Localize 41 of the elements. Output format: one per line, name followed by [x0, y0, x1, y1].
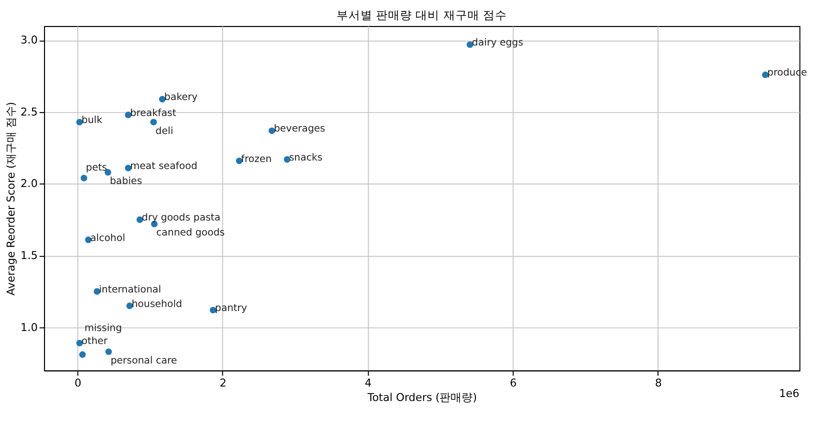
annotation: pets [86, 162, 108, 174]
annotation: meat seafood [130, 161, 198, 172]
x-tick-label: 4 [364, 376, 372, 390]
point [105, 348, 112, 355]
chart-title: 부서별 판매량 대비 재구매 점수 [336, 8, 508, 22]
annotation: breakfast [130, 108, 176, 119]
annotation: household [132, 298, 182, 310]
x-tick-label: 8 [654, 376, 662, 390]
annotation: missing [84, 323, 122, 334]
annotation: international [98, 284, 162, 296]
annotation: bulk [82, 115, 103, 126]
annotation: dairy eggs [472, 38, 524, 49]
annotation: babies [110, 176, 142, 188]
x-tick-label: 6 [510, 376, 517, 390]
point [79, 351, 86, 358]
annotation: deli [156, 126, 174, 137]
x-axis-title: Total Orders (판매량) [366, 391, 477, 404]
annotation: frozen [241, 154, 272, 165]
annotation: canned goods [156, 228, 225, 239]
point [124, 164, 132, 172]
annotation: alcohol [90, 232, 126, 244]
y-tick-label: 2.5 [20, 105, 38, 118]
x-tick-label: 2 [220, 376, 226, 390]
y-tick-label: 2.0 [20, 177, 38, 190]
y-tick-label: 3.0 [20, 34, 38, 47]
annotation: dry goods pasta [142, 212, 221, 224]
annotation: other [82, 336, 109, 348]
annotation: personal care [110, 355, 178, 366]
point [124, 112, 132, 118]
y-tick-label: 1.0 [20, 320, 38, 334]
y-tick-label: 1.5 [20, 249, 38, 262]
annotation: pantry [215, 303, 248, 314]
point [80, 174, 88, 182]
text: 1e6 [779, 386, 800, 400]
point [150, 118, 157, 126]
annotation: snacks [289, 152, 322, 164]
annotation: beverages [274, 124, 326, 135]
y-axis-title: Average Reorder Score (재구매 점수) [4, 102, 18, 296]
x-tick-label: 0 [74, 376, 82, 390]
annotation: bakery [164, 92, 198, 104]
point [126, 302, 133, 310]
